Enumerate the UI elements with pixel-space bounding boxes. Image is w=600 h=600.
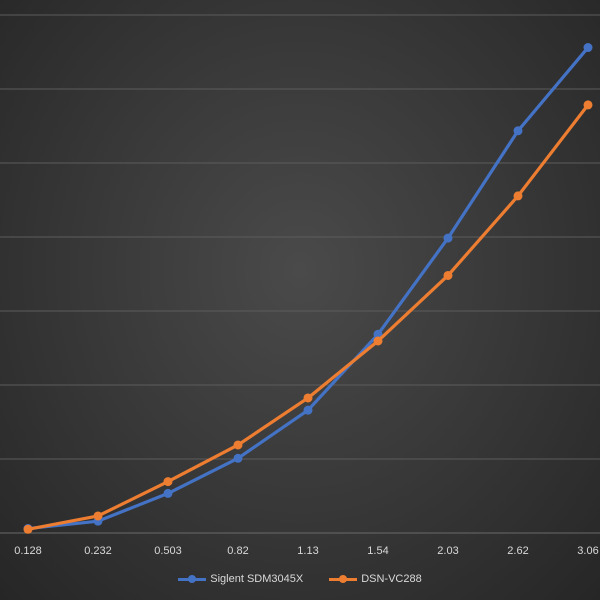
data-point[interactable] bbox=[303, 393, 313, 403]
data-point[interactable] bbox=[163, 488, 173, 498]
data-point[interactable] bbox=[443, 270, 453, 280]
x-tick-labels: 0.128 0.232 0.503 0.82 1.13 1.54 2.03 2.62 3.06 bbox=[14, 545, 598, 557]
x-tick-label: 1.13 bbox=[297, 545, 318, 557]
data-point[interactable] bbox=[233, 453, 243, 463]
data-point[interactable] bbox=[23, 524, 33, 534]
data-point[interactable] bbox=[513, 191, 523, 201]
x-tick-label: 3.06 bbox=[577, 545, 598, 557]
series-0 bbox=[23, 43, 593, 534]
gridlines bbox=[0, 14, 600, 460]
series-1 bbox=[23, 100, 593, 534]
legend-item-siglent[interactable]: Siglent SDM3045X bbox=[178, 573, 303, 585]
data-point[interactable] bbox=[303, 405, 313, 415]
legend-swatch-dsn bbox=[329, 574, 358, 584]
series-line bbox=[26, 45, 590, 531]
data-point[interactable] bbox=[163, 477, 173, 487]
x-tick-label: 2.62 bbox=[507, 545, 528, 557]
x-tick-label: 2.03 bbox=[437, 545, 458, 557]
series-line bbox=[26, 103, 590, 531]
legend-label-siglent: Siglent SDM3045X bbox=[210, 573, 304, 585]
data-point[interactable] bbox=[583, 43, 593, 53]
data-point[interactable] bbox=[513, 126, 523, 136]
x-tick-label: 0.82 bbox=[227, 545, 248, 557]
data-point[interactable] bbox=[93, 511, 103, 521]
legend-label-dsn: DSN-VC288 bbox=[361, 573, 422, 585]
x-tick-label: 0.232 bbox=[84, 545, 112, 557]
data-point[interactable] bbox=[373, 329, 383, 339]
legend: Siglent SDM3045X DSN-VC288 bbox=[0, 569, 600, 589]
x-tick-label: 1.54 bbox=[367, 545, 388, 557]
data-point[interactable] bbox=[583, 100, 593, 110]
data-point[interactable] bbox=[233, 440, 243, 450]
x-tick-label: 0.128 bbox=[14, 545, 42, 557]
data-point[interactable] bbox=[373, 336, 383, 346]
x-tick-label: 0.503 bbox=[154, 545, 182, 557]
legend-swatch-siglent bbox=[178, 574, 207, 584]
legend-item-dsn[interactable]: DSN-VC288 bbox=[329, 573, 422, 585]
data-point[interactable] bbox=[443, 233, 453, 243]
